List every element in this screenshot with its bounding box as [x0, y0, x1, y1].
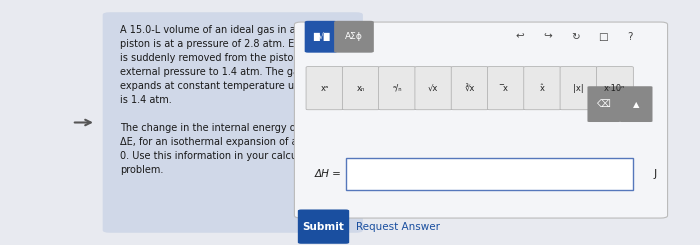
Text: ∛x: ∛x — [465, 84, 475, 93]
Text: |x|: |x| — [573, 84, 584, 93]
Text: √x: √x — [428, 84, 439, 93]
Text: A 15.0-L volume of an ideal gas in a cylinder with a
piston is at a pressure of : A 15.0-L volume of an ideal gas in a cyl… — [120, 24, 371, 174]
Text: x̂: x̂ — [540, 84, 545, 93]
Text: █√█: █√█ — [313, 32, 330, 41]
Text: ↩: ↩ — [516, 32, 525, 42]
FancyBboxPatch shape — [560, 67, 597, 110]
FancyBboxPatch shape — [295, 22, 668, 218]
Text: Submit: Submit — [302, 222, 344, 232]
FancyBboxPatch shape — [452, 67, 488, 110]
Text: ☞: ☞ — [411, 24, 422, 37]
Text: ⌫: ⌫ — [597, 99, 611, 109]
Text: □: □ — [598, 32, 608, 42]
Text: ᵃ/ₙ: ᵃ/ₙ — [392, 84, 402, 93]
Text: x·10ⁿ: x·10ⁿ — [604, 84, 626, 93]
Bar — [346, 158, 634, 190]
Text: AΣϕ: AΣϕ — [345, 32, 363, 41]
Text: Request Answer: Request Answer — [356, 222, 440, 232]
Text: Find the change in enthalpy, ΔH, for this change in state.: Find the change in enthalpy, ΔH, for thi… — [301, 66, 620, 76]
FancyBboxPatch shape — [524, 67, 561, 110]
Text: ̅x: ̅x — [503, 84, 508, 93]
FancyBboxPatch shape — [334, 21, 374, 53]
Text: ΔH =: ΔH = — [315, 169, 342, 179]
FancyBboxPatch shape — [306, 67, 343, 110]
FancyBboxPatch shape — [342, 67, 379, 110]
FancyBboxPatch shape — [379, 67, 416, 110]
FancyBboxPatch shape — [620, 86, 652, 122]
FancyBboxPatch shape — [596, 67, 634, 110]
Text: ▼  Part B: ▼ Part B — [295, 24, 363, 38]
Text: xₙ: xₙ — [356, 84, 365, 93]
Text: ?: ? — [627, 32, 633, 42]
FancyBboxPatch shape — [103, 12, 363, 233]
FancyBboxPatch shape — [304, 21, 337, 53]
FancyBboxPatch shape — [298, 209, 349, 244]
FancyBboxPatch shape — [415, 67, 452, 110]
FancyBboxPatch shape — [487, 67, 524, 110]
Text: xᵃ: xᵃ — [321, 84, 329, 93]
Text: ↻: ↻ — [570, 32, 580, 42]
Text: ↪: ↪ — [543, 32, 552, 42]
Text: ▲: ▲ — [633, 100, 639, 109]
Text: J: J — [654, 169, 657, 179]
FancyBboxPatch shape — [587, 86, 620, 122]
Text: Express your answer using two significant figures.: Express your answer using two significan… — [301, 91, 618, 101]
